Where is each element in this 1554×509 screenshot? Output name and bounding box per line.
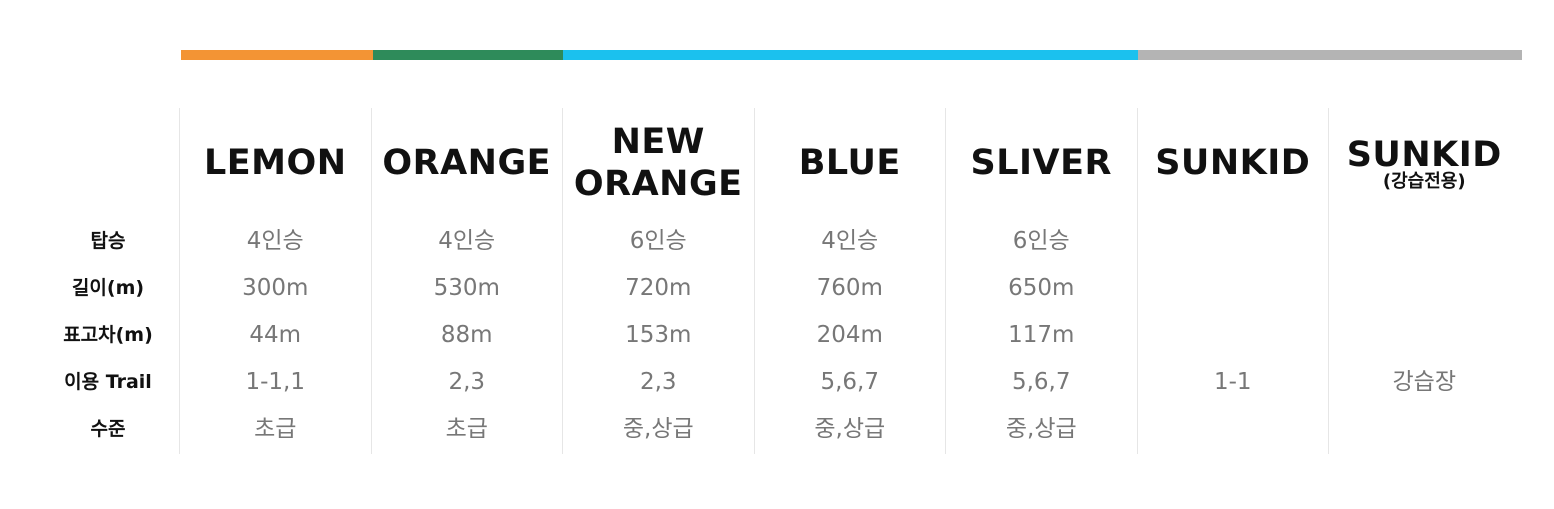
cell-elevation bbox=[1329, 312, 1520, 359]
cell-length: 300m bbox=[242, 275, 309, 301]
cell-elevation bbox=[1138, 312, 1329, 359]
cell-level: 초급 bbox=[445, 416, 488, 442]
cell-elevation: 153m bbox=[625, 322, 692, 348]
lift-name: LEMON bbox=[203, 143, 347, 183]
lift-table: LEMON 4인승 300m 44m 1-1,1 초급 ORANGE 4인승 5… bbox=[179, 108, 1520, 454]
row-label-level: 수준 bbox=[90, 418, 126, 440]
color-segment-lemon bbox=[181, 50, 373, 60]
lift-header: LEMON bbox=[180, 108, 371, 218]
lift-header: SUNKID (강습전용) bbox=[1329, 108, 1520, 218]
lift-name: SLIVER bbox=[970, 143, 1112, 183]
cell-boarding bbox=[1329, 218, 1520, 265]
cell-trail: 1-1 bbox=[1213, 369, 1252, 395]
cell-trail: 5,6,7 bbox=[820, 369, 880, 395]
lift-name: SUNKID bbox=[1155, 143, 1311, 183]
cell-elevation: 44m bbox=[249, 322, 302, 348]
cell-level: 중,상급 bbox=[622, 416, 694, 442]
lift-header: SUNKID bbox=[1138, 108, 1329, 218]
row-label-trail: 이용 Trail bbox=[64, 371, 152, 393]
lift-column-orange: ORANGE 4인승 530m 88m 2,3 초급 bbox=[370, 108, 563, 454]
cell-length: 760m bbox=[816, 275, 883, 301]
cell-length bbox=[1329, 265, 1520, 312]
lift-column-lemon: LEMON 4인승 300m 44m 1-1,1 초급 bbox=[179, 108, 371, 454]
color-segment-blue bbox=[563, 50, 1138, 60]
cell-boarding: 6인승 bbox=[1012, 228, 1070, 254]
lift-subtitle: (강습전용) bbox=[1382, 171, 1466, 192]
color-segment-orange bbox=[373, 50, 563, 60]
cell-level: 중,상급 bbox=[1005, 416, 1077, 442]
cell-elevation: 117m bbox=[1008, 322, 1075, 348]
cell-length: 530m bbox=[433, 275, 500, 301]
lift-header: ORANGE bbox=[372, 108, 563, 218]
cell-elevation: 88m bbox=[440, 322, 493, 348]
cell-level: 초급 bbox=[254, 416, 297, 442]
lift-column-sunkid: SUNKID 1-1 bbox=[1136, 108, 1329, 454]
cell-level: 중,상급 bbox=[814, 416, 886, 442]
cell-elevation: 204m bbox=[816, 322, 883, 348]
cell-trail: 1-1,1 bbox=[245, 369, 305, 395]
lift-name: SUNKID bbox=[1346, 135, 1502, 175]
cell-trail: 2,3 bbox=[639, 369, 677, 395]
lift-header: BLUE bbox=[755, 108, 946, 218]
cell-length: 650m bbox=[1008, 275, 1075, 301]
cell-boarding: 4인승 bbox=[246, 228, 304, 254]
lift-column-new-orange: NEW ORANGE 6인승 720m 153m 2,3 중,상급 bbox=[562, 108, 754, 454]
lift-header: NEW ORANGE bbox=[563, 108, 754, 218]
lift-header: SLIVER bbox=[946, 108, 1137, 218]
cell-boarding: 6인승 bbox=[629, 228, 687, 254]
color-segment-silver bbox=[1138, 50, 1522, 60]
cell-length: 720m bbox=[625, 275, 692, 301]
cell-boarding: 4인승 bbox=[438, 228, 496, 254]
lift-name: NEW ORANGE bbox=[573, 122, 743, 204]
lift-column-blue: BLUE 4인승 760m 204m 5,6,7 중,상급 bbox=[753, 108, 946, 454]
row-labels: 탑승 길이(m) 표고차(m) 이용 Trail 수준 bbox=[40, 218, 176, 453]
cell-level bbox=[1329, 406, 1520, 453]
lift-name: ORANGE bbox=[382, 143, 552, 183]
row-label-boarding: 탑승 bbox=[90, 230, 126, 252]
course-color-bar bbox=[181, 50, 1522, 60]
cell-boarding: 4인승 bbox=[821, 228, 879, 254]
cell-trail: 강습장 bbox=[1392, 369, 1456, 395]
cell-trail: 5,6,7 bbox=[1011, 369, 1071, 395]
lift-column-sunkid-lesson: SUNKID (강습전용) 강습장 bbox=[1328, 108, 1520, 454]
lift-name: BLUE bbox=[798, 143, 901, 183]
cell-boarding bbox=[1138, 218, 1329, 265]
cell-level bbox=[1138, 406, 1329, 453]
lift-column-sliver: SLIVER 6인승 650m 117m 5,6,7 중,상급 bbox=[945, 108, 1137, 454]
row-label-length: 길이(m) bbox=[71, 277, 145, 299]
cell-length bbox=[1138, 265, 1329, 312]
cell-trail: 2,3 bbox=[448, 369, 486, 395]
row-label-elevation: 표고차(m) bbox=[63, 324, 153, 346]
